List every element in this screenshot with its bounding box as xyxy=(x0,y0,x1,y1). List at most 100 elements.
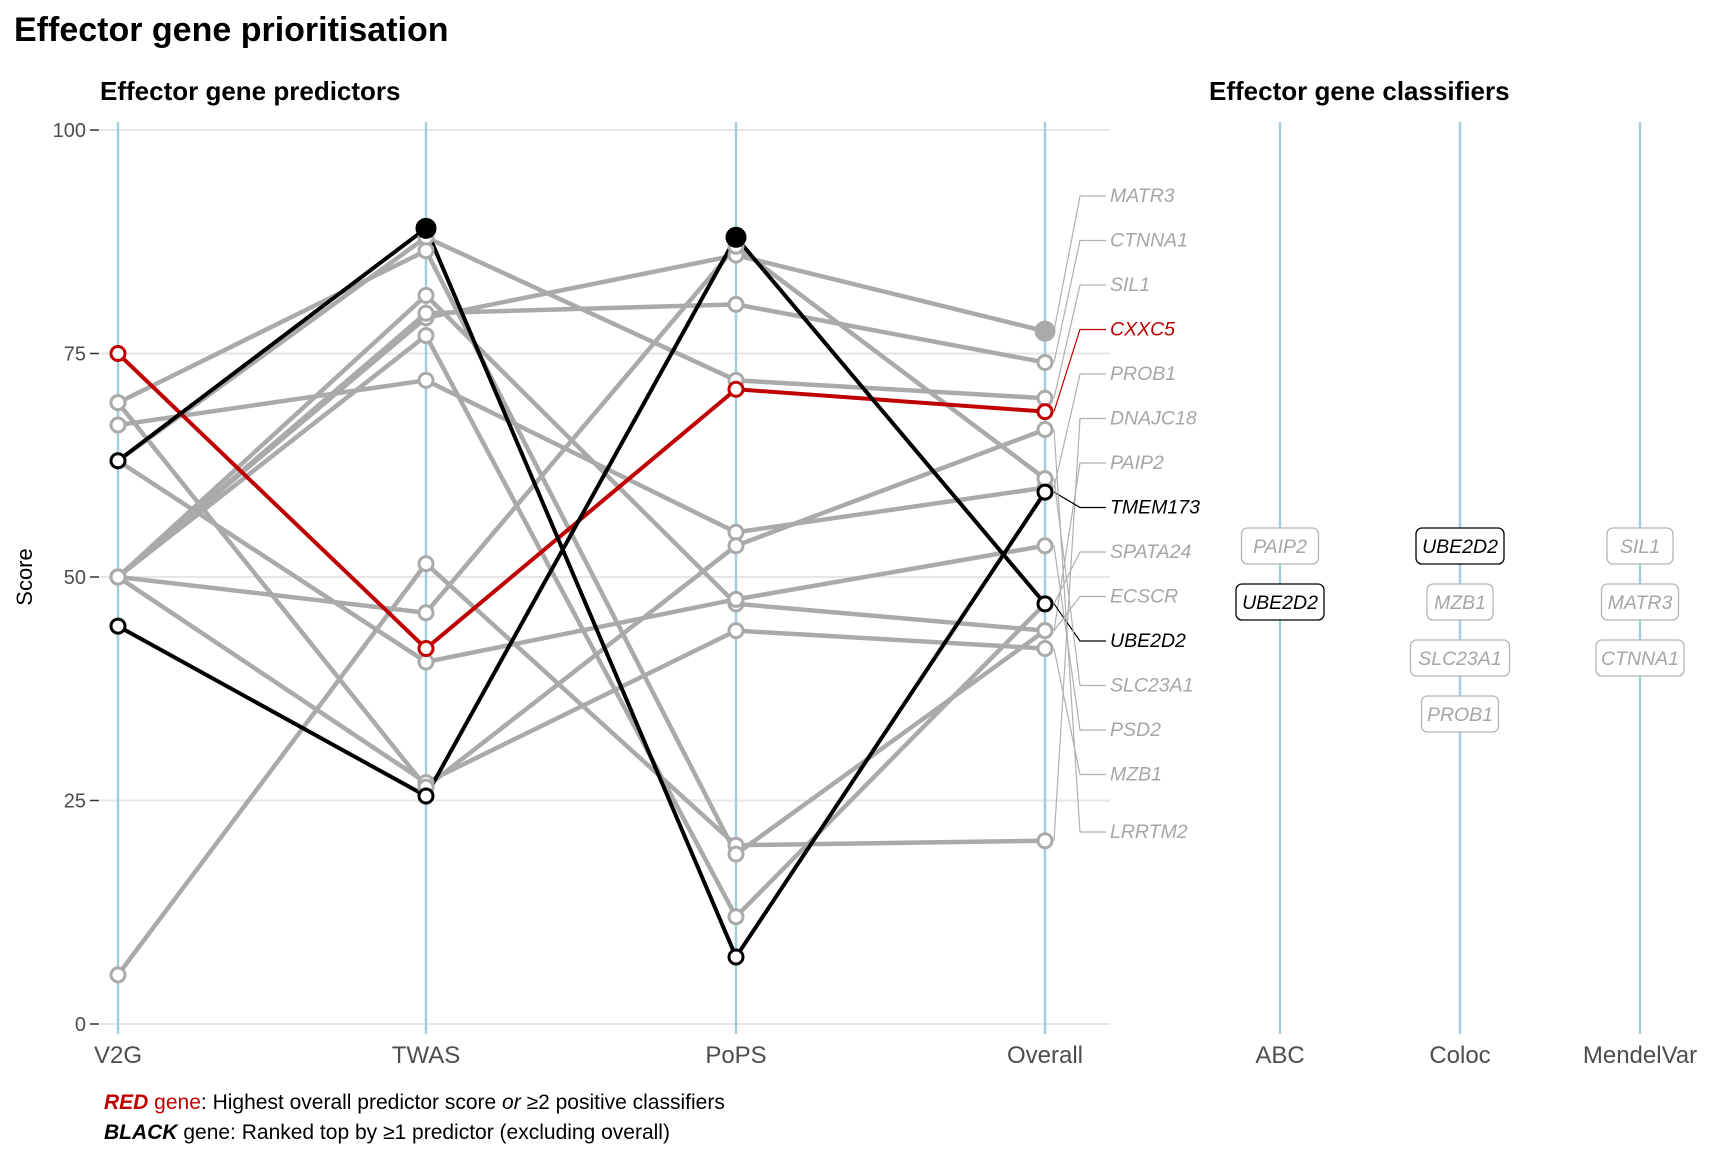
legend-red-note: RED gene: Highest overall predictor scor… xyxy=(104,1091,725,1115)
legend-red-text-pre: : Highest overall predictor score xyxy=(200,1091,503,1114)
data-point xyxy=(417,640,435,658)
gene-label: SPATA24 xyxy=(1110,541,1191,563)
data-point xyxy=(1036,470,1054,488)
data-point xyxy=(417,304,435,322)
data-point xyxy=(415,217,437,239)
classifier-gene-label: UBE2D2 xyxy=(1242,592,1318,614)
classifier-gene-label: MZB1 xyxy=(1434,592,1486,614)
series-line-psd2 xyxy=(116,458,1046,665)
label-connector xyxy=(1053,551,1106,605)
label-connector xyxy=(1053,648,1106,776)
label-connector xyxy=(1053,417,1106,841)
gene-label: CTNNA1 xyxy=(1110,230,1188,252)
classifier-gene-label: PAIP2 xyxy=(1253,536,1307,558)
legend-red-word: gene xyxy=(148,1091,201,1114)
data-point xyxy=(109,394,127,412)
data-point xyxy=(727,948,745,966)
classifier-gene-box xyxy=(1420,695,1500,733)
gene-label: UBE2D2 xyxy=(1110,630,1186,652)
page-title: Effector gene prioritisation xyxy=(14,11,449,49)
gene-label: SIL1 xyxy=(1110,274,1150,296)
data-point xyxy=(417,242,435,260)
gene-label: PSD2 xyxy=(1110,719,1161,741)
label-connector xyxy=(1053,195,1106,332)
data-point xyxy=(1036,483,1054,501)
gene-label: LRRTM2 xyxy=(1110,821,1188,843)
data-point xyxy=(109,617,127,635)
classifier-gene-box xyxy=(1235,583,1325,621)
legend-red-key: RED xyxy=(104,1091,149,1114)
data-point xyxy=(109,416,127,434)
gene-label: DNAJC18 xyxy=(1110,408,1197,430)
label-connector xyxy=(1053,603,1106,642)
data-point xyxy=(109,966,127,984)
x-category-label: TWAS xyxy=(392,1042,460,1069)
label-connector xyxy=(1053,429,1106,833)
series-line-cxxc5 xyxy=(116,352,1046,651)
data-point xyxy=(727,380,745,398)
x-category-label: V2G xyxy=(94,1042,142,1069)
data-point xyxy=(1036,403,1054,421)
classifier-panel: ABC PAIP2 UBE2D2 Coloc UBE2D2 MZB1 SLC23A1 PROB… xyxy=(1235,122,1697,1069)
series-line-spata24 xyxy=(116,333,1047,919)
data-point xyxy=(417,286,435,304)
classifier-gene-box xyxy=(1426,583,1494,621)
classifier-gene-label: MATR3 xyxy=(1608,592,1673,614)
label-connector xyxy=(1053,462,1106,631)
gene-label: TMEM173 xyxy=(1110,497,1200,519)
data-point xyxy=(417,371,435,389)
data-point xyxy=(1036,353,1054,371)
classifier-gene-label: PROB1 xyxy=(1427,704,1493,726)
classifier-gene-label: SIL1 xyxy=(1620,536,1660,558)
classifier-gene-label: CTNNA1 xyxy=(1601,648,1679,670)
x-category-label: Overall xyxy=(1007,1042,1083,1069)
data-point xyxy=(1036,537,1054,555)
legend-black-key: BLACK xyxy=(104,1121,178,1144)
label-connector xyxy=(1053,284,1106,399)
gene-label: SLC23A1 xyxy=(1110,675,1193,697)
data-point xyxy=(1036,622,1054,640)
data-point xyxy=(727,622,745,640)
data-point xyxy=(109,568,127,586)
classifier-gene-box xyxy=(1600,583,1680,621)
classifier-gene-box xyxy=(1415,527,1505,565)
gene-label: PAIP2 xyxy=(1110,452,1164,474)
data-point xyxy=(417,555,435,573)
classifier-category-label: Coloc xyxy=(1429,1042,1490,1069)
legend-black-note: BLACK gene: Ranked top by ≥1 predictor (… xyxy=(104,1121,670,1145)
data-point xyxy=(727,537,745,555)
gene-label: CXXC5 xyxy=(1110,319,1175,341)
label-connector xyxy=(1053,478,1106,687)
classifier-gene-label: UBE2D2 xyxy=(1422,536,1498,558)
series-line-tmem173 xyxy=(116,226,1047,959)
classifier-gene-box xyxy=(1240,527,1320,565)
legend-red-or: or xyxy=(502,1091,521,1114)
series-line-matr3 xyxy=(116,252,1046,579)
series-line-sil1 xyxy=(116,235,1046,463)
data-point xyxy=(417,653,435,671)
series-line-prob1 xyxy=(117,378,1046,535)
series-lines xyxy=(116,226,1047,977)
classifier-category-label: ABC xyxy=(1255,1042,1304,1069)
classifier-gene-box xyxy=(1595,639,1685,677)
data-point xyxy=(1036,389,1054,407)
label-connector xyxy=(1053,239,1106,363)
series-points xyxy=(109,217,1056,984)
axes: 0 25 50 75 100 V2G TWAS PoPS Overall xyxy=(53,120,1083,1069)
label-connector xyxy=(1053,545,1106,731)
label-connector xyxy=(1053,595,1106,632)
data-point xyxy=(417,604,435,622)
data-point xyxy=(727,523,745,541)
data-point xyxy=(109,452,127,470)
data-point xyxy=(417,327,435,345)
data-point xyxy=(1036,420,1054,438)
gene-label: MATR3 xyxy=(1110,185,1175,207)
gridlines xyxy=(100,129,1110,1025)
gene-label: MZB1 xyxy=(1110,764,1162,786)
series-line-mzb1 xyxy=(116,575,1046,785)
label-connector xyxy=(1053,373,1106,488)
legend-black-text: gene: Ranked top by ≥1 predictor (exclud… xyxy=(177,1121,670,1144)
classifier-gene-box xyxy=(1606,527,1674,565)
y-tick-label: 100 xyxy=(53,120,86,142)
